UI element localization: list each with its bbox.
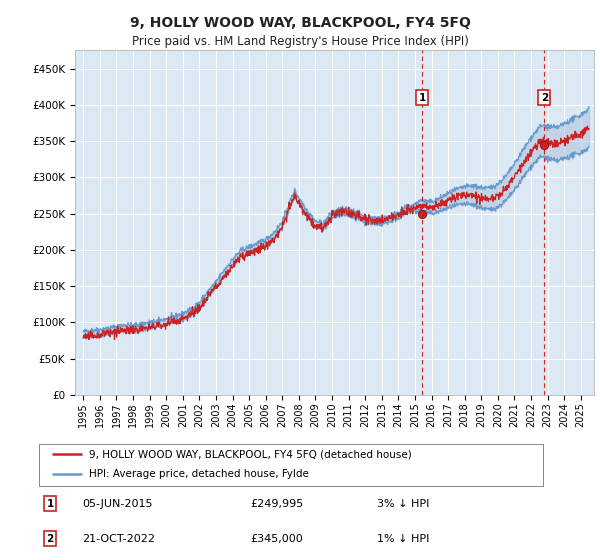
Text: 2: 2: [541, 92, 548, 102]
Text: £345,000: £345,000: [251, 534, 304, 544]
Text: 3% ↓ HPI: 3% ↓ HPI: [377, 499, 429, 508]
Text: 1: 1: [418, 92, 425, 102]
Text: 2: 2: [46, 534, 54, 544]
Text: 21-OCT-2022: 21-OCT-2022: [82, 534, 155, 544]
Text: 1% ↓ HPI: 1% ↓ HPI: [377, 534, 429, 544]
Text: £249,995: £249,995: [251, 499, 304, 508]
Text: HPI: Average price, detached house, Fylde: HPI: Average price, detached house, Fyld…: [89, 469, 309, 479]
Text: 9, HOLLY WOOD WAY, BLACKPOOL, FY4 5FQ (detached house): 9, HOLLY WOOD WAY, BLACKPOOL, FY4 5FQ (d…: [89, 449, 412, 459]
Text: 1: 1: [46, 499, 54, 508]
Text: 05-JUN-2015: 05-JUN-2015: [82, 499, 152, 508]
Text: 9, HOLLY WOOD WAY, BLACKPOOL, FY4 5FQ: 9, HOLLY WOOD WAY, BLACKPOOL, FY4 5FQ: [130, 16, 470, 30]
Text: Price paid vs. HM Land Registry's House Price Index (HPI): Price paid vs. HM Land Registry's House …: [131, 35, 469, 48]
